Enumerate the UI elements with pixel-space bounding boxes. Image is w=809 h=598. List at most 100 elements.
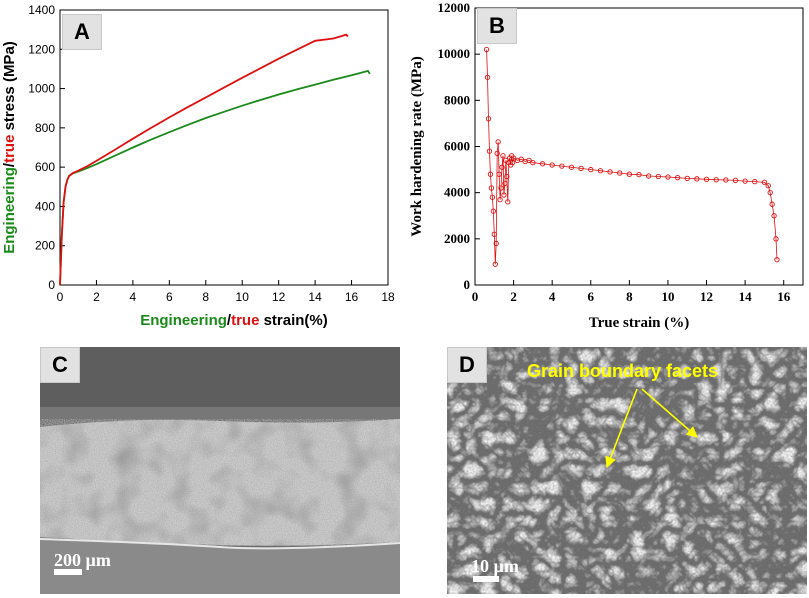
x-tick-label-b: 12 [700,289,713,304]
data-point [568,164,575,170]
data-point [655,173,661,180]
data-point [489,194,496,200]
panel-a: 0 2 4 6 8 10 12 14 16 18 0 200 400 600 800 1000 1200 1400… [0,0,400,340]
data-point [490,208,496,214]
annotation-arrow-1 [605,388,638,469]
scale-bar-d [473,576,499,582]
data-point [485,116,492,122]
data-point [607,169,613,175]
series-line-engineering [59,69,371,286]
y-tick-label-a: 1200 [28,42,55,56]
chart-b: 0 2 4 6 8 10 12 14 16 0 2000 4000 6000 8000 10000 12000… [409,0,804,331]
x-tick-label-a: 18 [381,290,395,304]
data-point [713,177,719,183]
y-tick-label-a: 800 [35,121,55,135]
data-point [498,185,504,191]
x-tick-label-a: 14 [308,290,322,304]
data-point [484,74,491,80]
panel-label-b: B [477,8,517,44]
x-tick-label-a: 8 [202,290,209,304]
data-point [773,236,779,242]
y-tick-label-a: 200 [35,239,55,253]
data-point [539,161,546,167]
data-point [493,240,499,247]
scale-text-d: 10 µm [471,556,519,576]
data-point [752,178,758,185]
data-point [495,139,501,145]
data-point [703,176,710,182]
data-point [501,192,507,198]
x-tick-label-a: 4 [130,290,137,304]
data-point [578,165,584,172]
y-tick-label-b: 2000 [444,231,470,246]
x-tick-label-b: 10 [661,289,674,304]
data-point [626,171,633,177]
data-point [492,261,498,267]
x-tick-label-a: 2 [93,290,100,304]
data-point [767,190,773,196]
data-point [742,178,748,184]
data-point [518,156,524,162]
scale-bar-c [54,569,82,575]
data-point [636,172,642,178]
data-point [559,163,565,169]
data-point [597,168,604,174]
x-tick-label-a: 0 [57,290,64,304]
data-point [497,196,503,203]
data-point [774,256,780,263]
sem-image-fracture-overview: 200 µm C [40,347,400,594]
x-axis-label-a: Engineering/true strain(%) [140,312,328,329]
y-tick-label-b: 4000 [444,185,470,200]
data-point [499,164,505,170]
data-point [530,160,536,166]
x-tick-label-b: 8 [626,289,633,304]
data-point [684,175,690,182]
x-tick-label-b: 6 [588,289,595,304]
x-tick-label-b: 2 [510,289,517,304]
data-point [504,173,510,180]
x-tick-label-b: 16 [777,289,791,304]
data-point [491,231,497,237]
x-tick-label-b: 4 [549,289,556,304]
chart-a: 0 2 4 6 8 10 12 14 16 18 0 200 400 600 800 1000 1200 1400… [1,3,395,329]
y-tick-label-a: 400 [35,199,55,213]
x-tick-label-b: 0 [472,289,479,304]
plot-frame-b [474,7,804,286]
series-line-true [59,33,349,286]
series-line-work-hardening [486,49,778,265]
sem-image-c: 200 µm [40,347,400,594]
x-tick-label-a: 12 [272,290,286,304]
y-tick-label-b: 10000 [438,46,471,61]
y-tick-label-a: 0 [48,278,55,292]
y-tick-label-b: 12000 [438,0,471,15]
data-point [588,166,594,173]
y-tick-label-a: 1000 [28,82,55,96]
sem-image-grain-facets: Grain boundary facets 10 µm D [447,347,807,594]
data-point [502,180,508,187]
data-point [526,157,532,164]
data-point [549,162,555,168]
data-point [645,173,652,179]
data-point [487,171,494,177]
panel-label-c: C [40,347,80,383]
data-point [674,175,681,181]
data-point [769,201,775,207]
y-axis-label-a: Engineering/true stress (MPa) [1,41,18,254]
data-point [510,155,517,161]
data-point [505,199,511,205]
data-point [723,177,729,183]
x-axis-label-b: True strain (%) [589,315,690,331]
data-point [771,213,777,219]
y-tick-label-a: 600 [35,160,55,174]
x-tick-label-a: 6 [166,290,173,304]
x-tick-label-a: 10 [236,290,250,304]
panel-label-a: A [62,14,102,50]
data-point [665,174,671,180]
data-point [761,179,768,185]
data-point [765,183,771,189]
y-tick-label-b: 6000 [444,139,470,154]
data-point [732,177,739,184]
grain-boundary-annotation: Grain boundary facets [527,361,718,381]
y-axis-label-b: Work hardening rate (MPa) [409,56,425,236]
x-tick-label-b: 14 [739,289,753,304]
